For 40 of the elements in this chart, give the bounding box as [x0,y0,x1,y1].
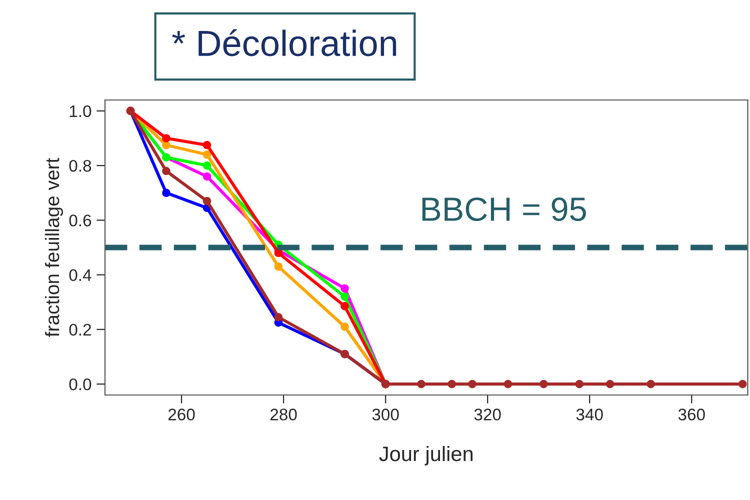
point [274,262,283,271]
point [340,292,349,301]
x-tick-label: 340 [576,408,603,420]
chart-title: * Décoloration [172,29,396,56]
point [340,284,349,293]
point [202,172,212,181]
point [504,380,512,388]
y-tick-label: 0.2 [69,324,91,336]
point [202,150,212,159]
point [202,140,212,150]
y-tick-label: 1.0 [70,105,92,118]
x-tick-label: 320 [474,408,501,420]
point [417,380,426,388]
point [540,380,548,388]
y-tick-label: 0.8 [69,160,92,172]
point [162,188,170,198]
point [340,302,349,310]
point [202,161,212,170]
point [606,380,614,388]
x-tick-label: 300 [372,408,399,420]
point [274,312,283,322]
point [162,166,170,176]
x-tick-label: 280 [270,408,297,420]
point [448,380,456,388]
point [646,380,655,388]
point [162,140,170,150]
y-axis-title: fraction feuillage vert [44,158,64,337]
point [468,380,476,388]
y-tick-label: 0.0 [69,378,92,390]
point [340,322,349,331]
point [738,380,747,388]
annotation: BBCH = 95 [422,197,586,222]
y-tick-label: 0.4 [69,269,92,282]
y-tick-label: 0.6 [69,214,92,226]
point [162,134,170,142]
x-tick-label: 360 [678,408,705,420]
x-axis-title: Jour julien [379,446,473,466]
point [202,196,212,206]
x-tick-label: 260 [168,408,195,420]
point [575,380,584,388]
